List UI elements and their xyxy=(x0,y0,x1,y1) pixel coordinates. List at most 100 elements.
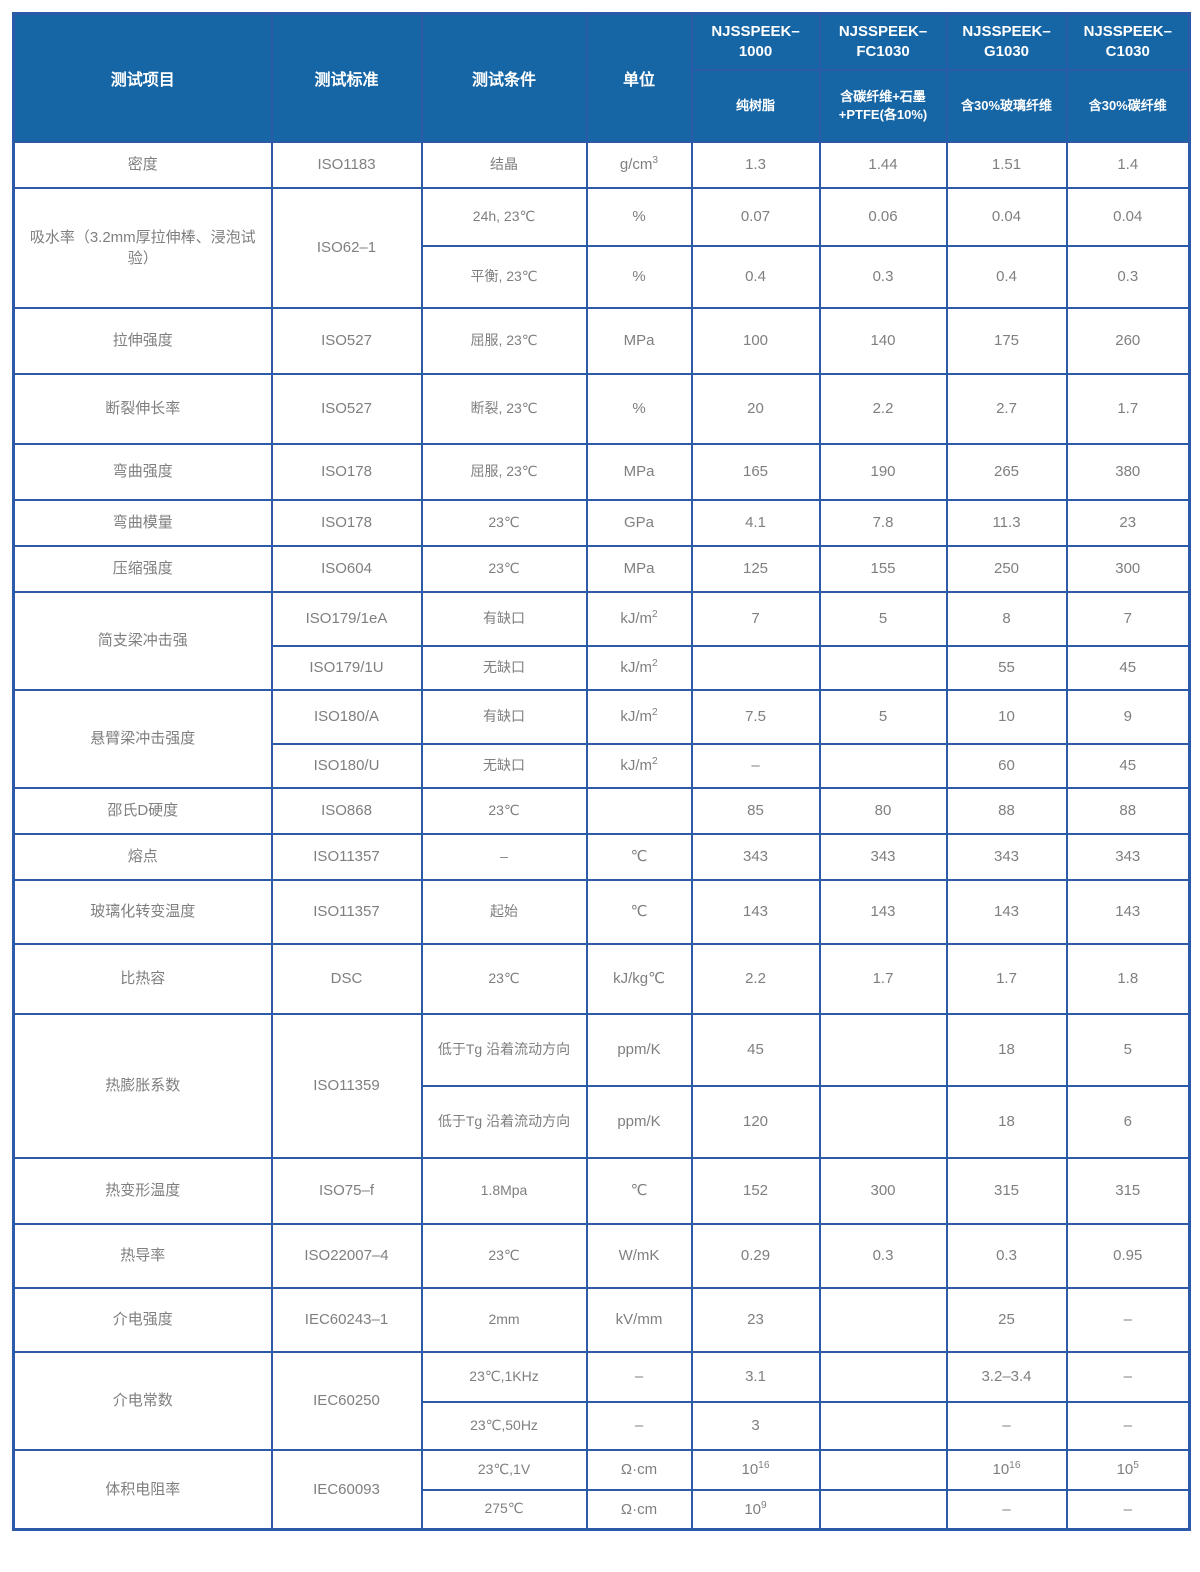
value-cell: – xyxy=(1065,1286,1191,1353)
standard-cell: IEC60243–1 xyxy=(270,1286,423,1353)
value-cell: 1016 xyxy=(690,1448,821,1491)
table-row: 弯曲模量 ISO178 23℃ GPa 4.1 7.8 11.3 23 xyxy=(12,498,1191,547)
value-cell: 2.2 xyxy=(818,372,948,445)
value-cell: 380 xyxy=(1065,442,1191,501)
test-item-cell: 弯曲强度 xyxy=(12,442,273,501)
value-cell xyxy=(818,644,948,691)
unit-cell: – xyxy=(585,1400,693,1451)
value-cell: 343 xyxy=(690,832,821,881)
condition-cell: 23℃ xyxy=(420,942,588,1015)
standard-cell: ISO527 xyxy=(270,372,423,445)
value-cell: 265 xyxy=(945,442,1068,501)
unit-cell: GPa xyxy=(585,498,693,547)
condition-cell: 23℃ xyxy=(420,1222,588,1289)
header-test-standard: 测试标准 xyxy=(270,12,423,143)
unit-cell: MPa xyxy=(585,442,693,501)
value-cell: 165 xyxy=(690,442,821,501)
test-item-cell: 热膨胀系数 xyxy=(12,1012,273,1159)
value-cell xyxy=(818,742,948,789)
standard-cell: ISO62–1 xyxy=(270,186,423,309)
value-cell: 6 xyxy=(1065,1084,1191,1159)
condition-cell: 23℃ xyxy=(420,498,588,547)
value-cell: 5 xyxy=(1065,1012,1191,1087)
value-cell: 152 xyxy=(690,1156,821,1225)
standard-cell: IEC60093 xyxy=(270,1448,423,1531)
value-cell: 300 xyxy=(1065,544,1191,593)
test-item-cell: 弯曲模量 xyxy=(12,498,273,547)
condition-cell: 1.8Mpa xyxy=(420,1156,588,1225)
test-item-cell: 简支梁冲击强 xyxy=(12,590,273,691)
value-cell: 9 xyxy=(1065,688,1191,745)
value-cell: – xyxy=(1065,1400,1191,1451)
table-row: 悬臂梁冲击强度 ISO180/A 有缺口 kJ/m2 7.5 5 10 9 xyxy=(12,688,1191,789)
condition-cell: 无缺口 xyxy=(420,644,588,691)
value-cell: 88 xyxy=(945,786,1068,835)
value-cell xyxy=(818,1488,948,1531)
table-row: 吸水率（3.2mm厚拉伸棒、浸泡试验） ISO62–1 24h, 23℃% 0.07 0… xyxy=(12,186,1191,309)
unit-cell: Ω·cm xyxy=(585,1448,693,1491)
condition-cell: 23℃ xyxy=(420,544,588,593)
value-cell: – xyxy=(1065,1488,1191,1531)
value-cell: 0.95 xyxy=(1065,1222,1191,1289)
unit-cell xyxy=(585,786,693,835)
value-cell: 120 xyxy=(690,1084,821,1159)
value-cell xyxy=(818,1448,948,1491)
unit-cell: ppm/K xyxy=(585,1084,693,1159)
condition-cell: 有缺口 xyxy=(420,590,588,647)
test-item-cell: 熔点 xyxy=(12,832,273,881)
standard-cell: ISO180/U xyxy=(270,742,423,789)
standard-cell: ISO11357 xyxy=(270,832,423,881)
value-cell: 143 xyxy=(818,878,948,945)
standard-cell: IEC60250 xyxy=(270,1350,423,1451)
test-item-cell: 比热容 xyxy=(12,942,273,1015)
value-cell: 300 xyxy=(818,1156,948,1225)
value-cell: 4.1 xyxy=(690,498,821,547)
table-row: ISO179/1U 无缺口 kJ/m2 55 45 xyxy=(14,644,1191,691)
table-row: 热膨胀系数 ISO11359 低于Tg 沿着流动方向 ppm/K 45 18 5 xyxy=(12,1012,1191,1159)
table-row: ISO180/U 无缺口 kJ/m2– 60 45 xyxy=(14,742,1191,789)
value-cell: 0.29 xyxy=(690,1222,821,1289)
value-cell: 0.07 xyxy=(690,186,821,247)
condition-cell: 低于Tg 沿着流动方向 xyxy=(420,1012,588,1087)
table-row: 邵氏D硬度 ISO868 23℃ 85 80 88 88 xyxy=(12,786,1191,835)
unit-cell: % xyxy=(585,372,693,445)
test-item-cell: 邵氏D硬度 xyxy=(12,786,273,835)
value-cell: 2.2 xyxy=(690,942,821,1015)
value-cell: 343 xyxy=(818,832,948,881)
material-properties-table: 测试项目 测试标准 测试条件 单位 NJSSPEEK–1000 NJSSPEEK… xyxy=(12,12,1191,1531)
header-test-item: 测试项目 xyxy=(12,12,273,143)
value-cell: – xyxy=(1065,1350,1191,1403)
unit-cell: ℃ xyxy=(585,878,693,945)
header-product-name-c1030: NJSSPEEK–C1030 xyxy=(1065,12,1191,71)
value-cell: 80 xyxy=(818,786,948,835)
condition-cell: 平衡, 23℃ xyxy=(420,244,588,309)
value-cell: 23 xyxy=(690,1286,821,1353)
value-cell: 60 xyxy=(945,742,1068,789)
value-cell: 7.8 xyxy=(818,498,948,547)
unit-cell: ℃ xyxy=(585,1156,693,1225)
value-cell: 0.3 xyxy=(818,1222,948,1289)
unit-cell: W/mK xyxy=(585,1222,693,1289)
condition-cell: 23℃,1KHz xyxy=(420,1350,588,1403)
unit-cell: ppm/K xyxy=(585,1012,693,1087)
value-cell: 125 xyxy=(690,544,821,593)
value-cell: 10 xyxy=(945,688,1068,745)
table-header: 测试项目 测试标准 测试条件 单位 NJSSPEEK–1000 NJSSPEEK… xyxy=(12,12,1191,143)
value-cell: 105 xyxy=(1065,1448,1191,1491)
value-cell: 1.44 xyxy=(818,140,948,189)
value-cell: 1016 xyxy=(945,1448,1068,1491)
unit-cell: g/cm3 xyxy=(585,140,693,189)
condition-cell: 2mm xyxy=(420,1286,588,1353)
standard-cell: ISO178 xyxy=(270,442,423,501)
value-cell: 55 xyxy=(945,644,1068,691)
value-cell: 0.4 xyxy=(690,244,821,309)
value-cell: 7 xyxy=(690,590,821,647)
value-cell: 23 xyxy=(1065,498,1191,547)
value-cell: 140 xyxy=(818,306,948,375)
table-row: 密度 ISO1183 结晶 g/cm3 1.3 1.44 1.51 1.4 xyxy=(12,140,1191,189)
standard-cell: ISO22007–4 xyxy=(270,1222,423,1289)
value-cell: 343 xyxy=(945,832,1068,881)
value-cell: – xyxy=(945,1400,1068,1451)
value-cell: 260 xyxy=(1065,306,1191,375)
value-cell: 109 xyxy=(690,1488,821,1531)
